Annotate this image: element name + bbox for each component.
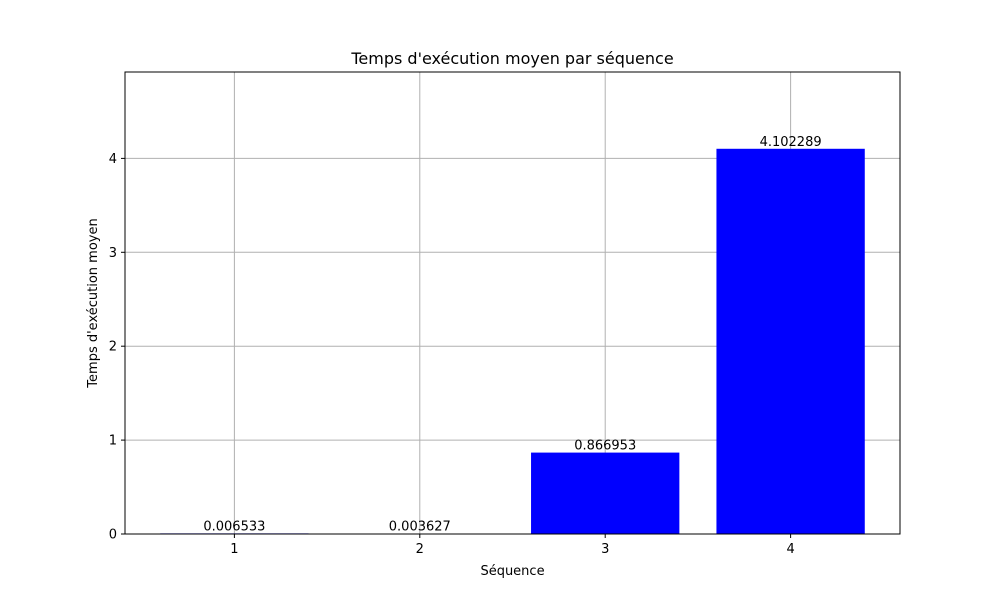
bar-value-label: 4.102289	[760, 135, 822, 150]
bar	[531, 452, 680, 534]
y-tick-label: 0	[109, 528, 117, 543]
ticks: 1 2 3 4 0 1 2 3 4	[109, 152, 795, 557]
bar	[716, 148, 865, 534]
y-tick-label: 4	[109, 152, 117, 167]
x-tick-label: 3	[601, 542, 609, 557]
y-tick-label: 1	[109, 434, 117, 449]
y-axis-label: Temps d'exécution moyen	[86, 218, 101, 388]
data-labels: 0.006533 0.003627 0.866953 4.102289	[203, 135, 821, 535]
chart-title: Temps d'exécution moyen par séquence	[350, 49, 673, 68]
x-tick-label: 4	[786, 542, 794, 557]
bar-value-label: 0.866953	[574, 439, 636, 454]
bar-value-label: 0.006533	[203, 519, 265, 534]
y-tick-label: 2	[109, 340, 117, 355]
bar-value-label: 0.003627	[389, 520, 451, 535]
plot-frame	[124, 71, 901, 535]
x-tick-label: 2	[416, 542, 424, 557]
x-tick-label: 1	[230, 542, 238, 557]
y-tick-label: 3	[109, 246, 117, 261]
x-axis-label: Séquence	[480, 564, 544, 579]
